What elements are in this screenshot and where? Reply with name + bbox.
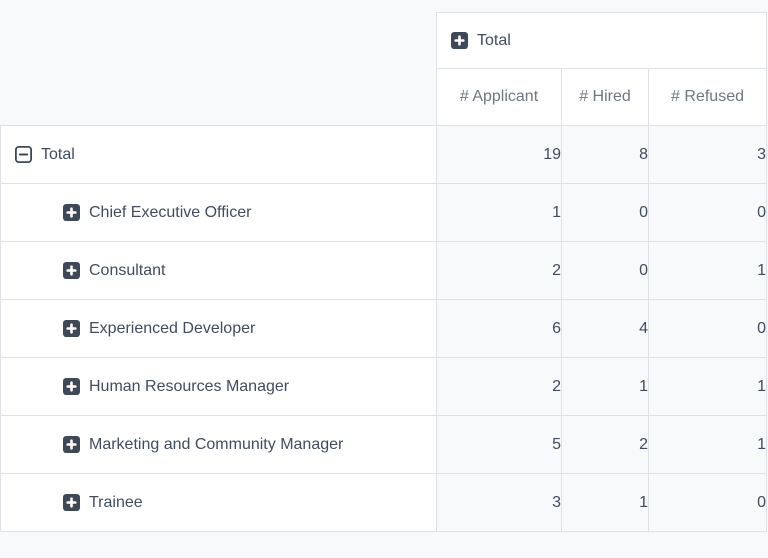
row-header-total[interactable]: Total bbox=[0, 125, 437, 184]
measure-header-applicant[interactable]: # Applicant bbox=[436, 68, 562, 126]
plus-square-icon[interactable] bbox=[63, 378, 80, 395]
column-group-header-total[interactable]: Total bbox=[435, 12, 768, 69]
row-label: Trainee bbox=[89, 493, 143, 511]
column-group-label: Total bbox=[477, 31, 511, 49]
minus-square-icon[interactable] bbox=[15, 146, 32, 163]
measure-header-refused[interactable]: # Refused bbox=[647, 68, 768, 126]
pivot-value-cell: 6 bbox=[436, 299, 562, 358]
row-label: Human Resources Manager bbox=[89, 377, 290, 395]
row-label: Consultant bbox=[89, 261, 166, 279]
table-row: Chief Executive Officer 1 0 0 bbox=[0, 183, 768, 242]
pivot-value-cell: 0 bbox=[647, 473, 768, 532]
row-label: Total bbox=[41, 145, 75, 163]
table-row: Marketing and Community Manager 5 2 1 bbox=[0, 415, 768, 474]
pivot-corner-spacer bbox=[1, 13, 437, 126]
pivot-value-cell: 2 bbox=[436, 357, 562, 416]
plus-square-icon[interactable] bbox=[451, 32, 468, 49]
pivot-value-cell: 3 bbox=[436, 473, 562, 532]
table-row: Trainee 3 1 0 bbox=[0, 473, 768, 532]
pivot-value-cell: 8 bbox=[561, 125, 649, 184]
pivot-value-cell: 1 bbox=[647, 357, 768, 416]
row-header-human-resources-manager[interactable]: Human Resources Manager bbox=[0, 357, 437, 416]
pivot-value-cell: 2 bbox=[436, 241, 562, 300]
table-row: Consultant 2 0 1 bbox=[0, 241, 768, 300]
plus-square-icon[interactable] bbox=[63, 436, 80, 453]
pivot-value-cell: 3 bbox=[647, 125, 768, 184]
plus-square-icon[interactable] bbox=[63, 494, 80, 511]
plus-square-icon[interactable] bbox=[63, 262, 80, 279]
plus-square-icon[interactable] bbox=[63, 204, 80, 221]
row-label: Experienced Developer bbox=[89, 319, 256, 337]
pivot-value-cell: 5 bbox=[436, 415, 562, 474]
row-header-experienced-developer[interactable]: Experienced Developer bbox=[0, 299, 437, 358]
pivot-value-cell: 1 bbox=[647, 241, 768, 300]
pivot-value-cell: 1 bbox=[436, 183, 562, 242]
pivot-value-cell: 0 bbox=[647, 299, 768, 358]
pivot-view: { "pivot": { "column_group": { "label": … bbox=[0, 12, 768, 558]
row-label: Chief Executive Officer bbox=[89, 203, 252, 221]
pivot-value-cell: 2 bbox=[561, 415, 649, 474]
table-row: Human Resources Manager 2 1 1 bbox=[0, 357, 768, 416]
table-row: Total 19 8 3 bbox=[0, 125, 768, 184]
row-label: Marketing and Community Manager bbox=[89, 435, 344, 453]
pivot-value-cell: 19 bbox=[436, 125, 562, 184]
pivot-value-cell: 0 bbox=[561, 183, 649, 242]
pivot-table: Total # Applicant # Hired # Refused Tota… bbox=[0, 12, 768, 532]
plus-square-icon[interactable] bbox=[63, 320, 80, 337]
pivot-value-cell: 4 bbox=[561, 299, 649, 358]
row-header-consultant[interactable]: Consultant bbox=[0, 241, 437, 300]
row-header-marketing-and-community-manager[interactable]: Marketing and Community Manager bbox=[0, 415, 437, 474]
table-row: Experienced Developer 6 4 0 bbox=[0, 299, 768, 358]
pivot-value-cell: 1 bbox=[561, 473, 649, 532]
row-header-trainee[interactable]: Trainee bbox=[0, 473, 437, 532]
pivot-value-cell: 0 bbox=[647, 183, 768, 242]
pivot-value-cell: 1 bbox=[561, 357, 649, 416]
row-header-chief-executive-officer[interactable]: Chief Executive Officer bbox=[0, 183, 437, 242]
pivot-value-cell: 1 bbox=[647, 415, 768, 474]
pivot-value-cell: 0 bbox=[561, 241, 649, 300]
measure-header-hired[interactable]: # Hired bbox=[561, 68, 649, 126]
